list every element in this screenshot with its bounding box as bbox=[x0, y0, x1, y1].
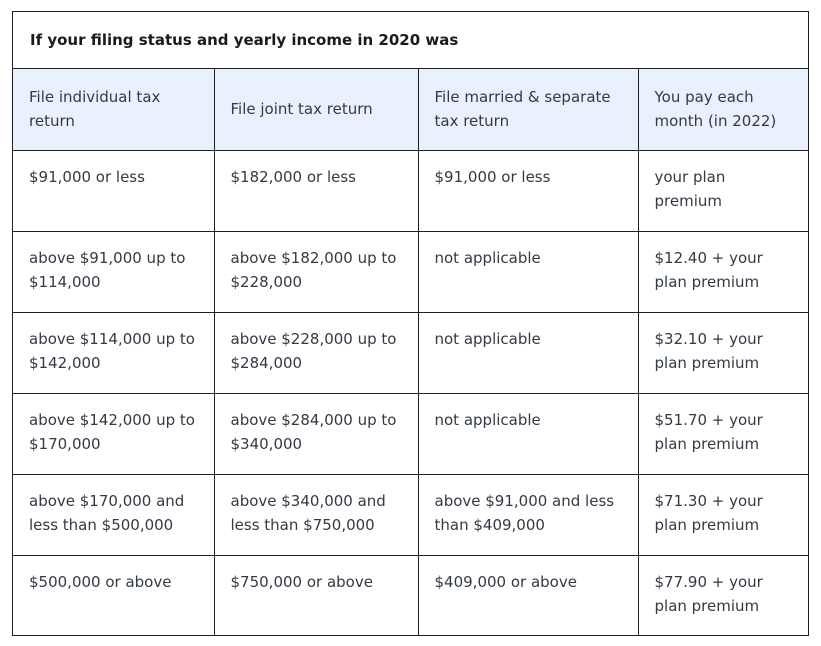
cell-individual: above $91,000 up to $114,000 bbox=[13, 231, 215, 313]
table-row: above $91,000 up to $114,000 above $182,… bbox=[13, 231, 808, 313]
table-row: above $142,000 up to $170,000 above $284… bbox=[13, 393, 808, 475]
cell-joint: above $182,000 up to $228,000 bbox=[214, 231, 419, 313]
header-individual: File individual tax return bbox=[13, 69, 215, 151]
cell-individual: $500,000 or above bbox=[13, 555, 215, 635]
cell-monthly-payment: your plan premium bbox=[638, 150, 808, 232]
header-monthly-payment: You pay each month (in 2022) bbox=[638, 69, 808, 151]
cell-monthly-payment: $12.40 + your plan premium bbox=[638, 231, 808, 313]
premium-table: File individual tax return File joint ta… bbox=[13, 69, 808, 635]
cell-joint: $750,000 or above bbox=[214, 555, 419, 635]
cell-individual: $91,000 or less bbox=[13, 150, 215, 232]
premium-table-container: If your filing status and yearly income … bbox=[12, 11, 809, 636]
cell-monthly-payment: $51.70 + your plan premium bbox=[638, 393, 808, 475]
table-row: $91,000 or less $182,000 or less $91,000… bbox=[13, 150, 808, 232]
cell-joint: $182,000 or less bbox=[214, 150, 419, 232]
header-row: File individual tax return File joint ta… bbox=[13, 69, 808, 151]
cell-individual: above $114,000 up to $142,000 bbox=[13, 312, 215, 394]
cell-married-separate: not applicable bbox=[418, 393, 639, 475]
cell-married-separate: not applicable bbox=[418, 231, 639, 313]
table-row: above $114,000 up to $142,000 above $228… bbox=[13, 312, 808, 394]
header-married-separate: File married & separate tax return bbox=[418, 69, 639, 151]
cell-monthly-payment: $71.30 + your plan premium bbox=[638, 474, 808, 556]
cell-married-separate: not applicable bbox=[418, 312, 639, 394]
cell-married-separate: above $91,000 and less than $409,000 bbox=[418, 474, 639, 556]
table-caption: If your filing status and yearly income … bbox=[13, 12, 808, 69]
cell-joint: above $228,000 up to $284,000 bbox=[214, 312, 419, 394]
cell-monthly-payment: $77.90 + your plan premium bbox=[654, 572, 763, 615]
cell-joint: above $284,000 up to $340,000 bbox=[214, 393, 419, 475]
cell-individual: above $170,000 and less than $500,000 bbox=[13, 474, 215, 556]
table-row: $500,000 or above $750,000 or above $409… bbox=[13, 555, 808, 635]
table-body: $91,000 or less $182,000 or less $91,000… bbox=[13, 150, 808, 635]
cell-married-separate: $91,000 or less bbox=[418, 150, 639, 232]
header-joint: File joint tax return bbox=[214, 69, 419, 151]
cell-married-separate: $409,000 or above bbox=[418, 555, 639, 635]
cell-monthly-payment: $32.10 + your plan premium bbox=[638, 312, 808, 394]
cell-joint: above $340,000 and less than $750,000 bbox=[214, 474, 419, 556]
table-row: above $170,000 and less than $500,000 ab… bbox=[13, 474, 808, 556]
table-header: File individual tax return File joint ta… bbox=[13, 69, 808, 151]
cell-individual: above $142,000 up to $170,000 bbox=[13, 393, 215, 475]
